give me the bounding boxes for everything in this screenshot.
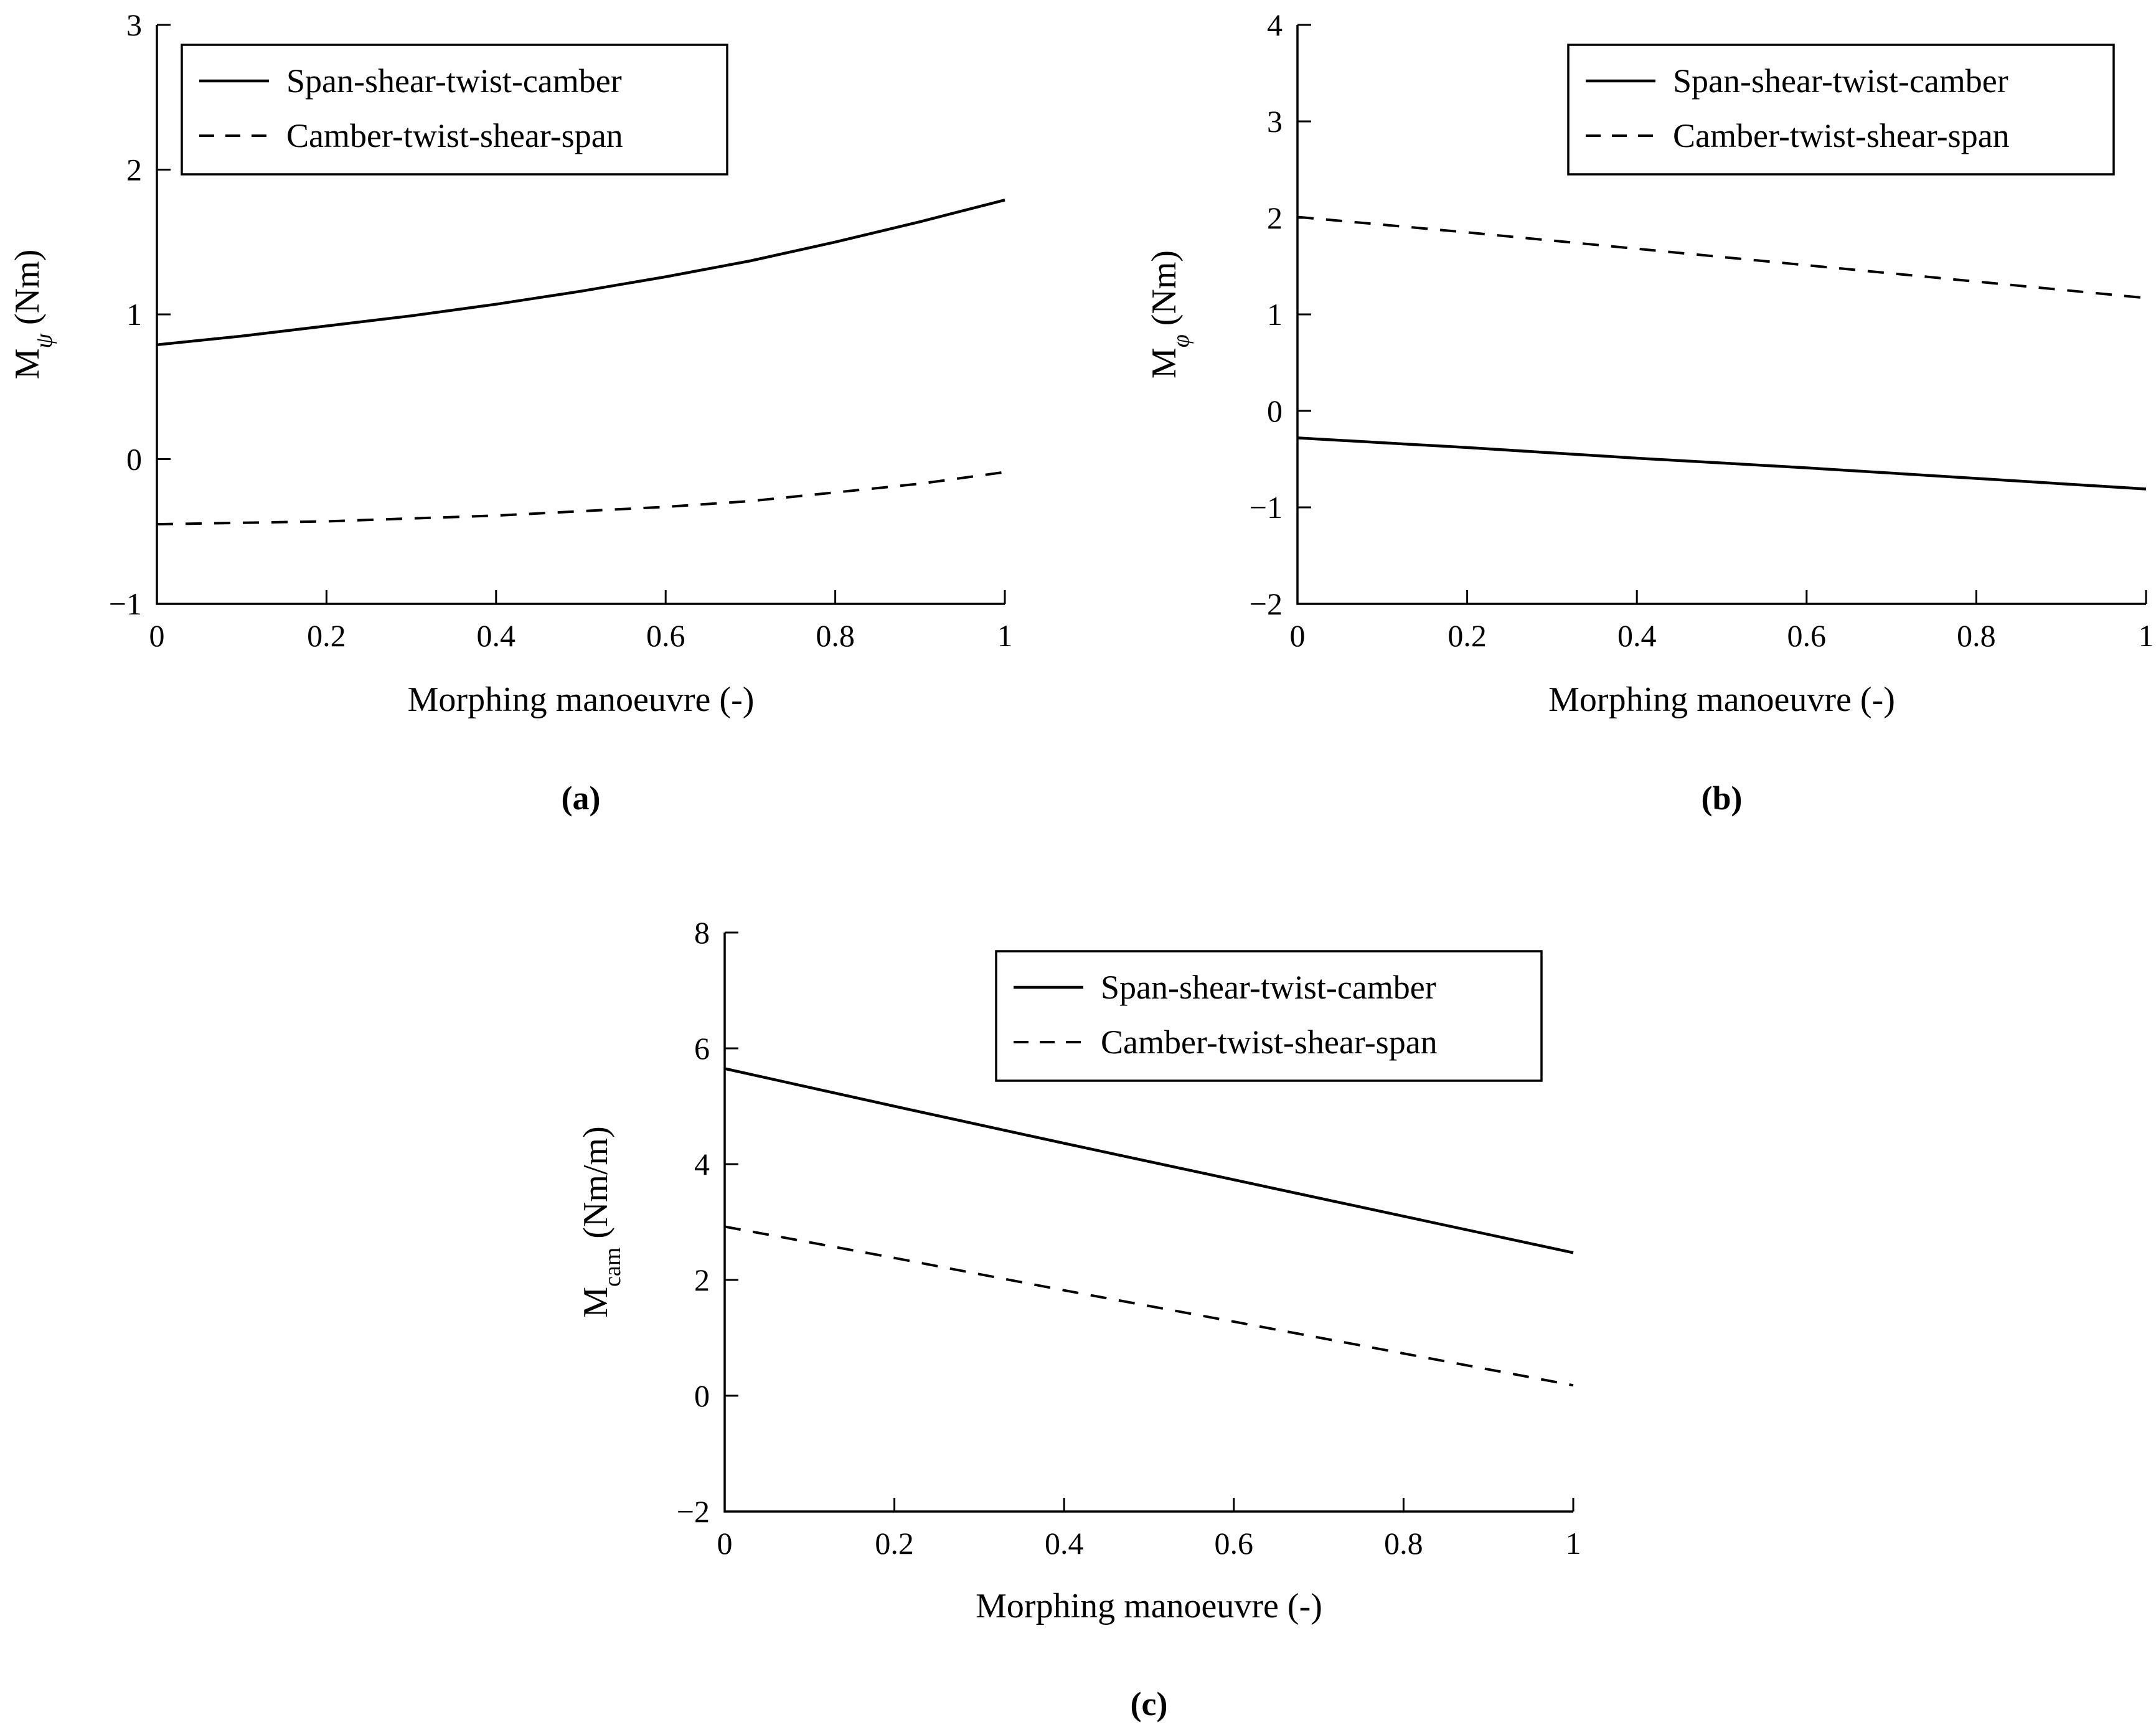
y-tick-label: 3 (126, 7, 142, 42)
panel-c: 0 0.2 0.4 0.6 0.8 1−202468Span-shear-twist-ca… (577, 915, 1581, 1723)
series-line-camber-twist-shear-span (1297, 215, 2147, 299)
y-tick-label: 0 (694, 1378, 710, 1413)
y-axis-title: Mφ (Nm) (1145, 250, 1194, 379)
y-tick-label: 1 (1267, 297, 1283, 332)
y-axis-title-unit: (Nm/m) (577, 1126, 615, 1247)
x-tick-label: 0.6 (1215, 1526, 1254, 1561)
legend-box (181, 44, 728, 176)
x-tick-label: 0.8 (816, 618, 855, 653)
y-tick-label: 2 (126, 153, 142, 187)
x-axis-title: Morphing manoeuvre (-) (1548, 680, 1895, 719)
panel-a: 0 0.2 0.4 0.6 0.8 1−10123Span-shear-twist-cam… (8, 7, 1013, 817)
x-tick-label: 0.2 (875, 1526, 914, 1561)
legend-label: Span-shear-twist-camber (286, 62, 622, 100)
y-tick-label: 0 (126, 442, 142, 477)
x-tick-label: 0 (149, 618, 165, 653)
series-line-span-shear-twist-camber (724, 1067, 1574, 1254)
y-tick-label: 2 (694, 1262, 710, 1297)
y-tick-label: 4 (1267, 7, 1283, 42)
y-tick-label: −2 (677, 1494, 710, 1529)
y-tick-label: 0 (1267, 393, 1283, 428)
x-tick-label: 0.8 (1384, 1526, 1423, 1561)
legend-label: Camber-twist-shear-span (1101, 1023, 1438, 1061)
y-tick-label: 2 (1267, 200, 1283, 235)
series-line-camber-twist-shear-span (156, 471, 1005, 526)
y-tick-label: 8 (694, 915, 710, 950)
panel-caption: (b) (1702, 779, 1743, 817)
legend-box (1567, 44, 2115, 176)
x-axis-title: Morphing manoeuvre (-) (408, 680, 755, 719)
x-tick-label: 0.6 (1787, 618, 1827, 653)
x-tick-label: 1 (2139, 618, 2154, 653)
panel-caption: (a) (562, 779, 601, 817)
y-axis-title: Mcam (Nm/m) (577, 1126, 626, 1318)
x-tick-label: 0 (1290, 618, 1306, 653)
legend: Span-shear-twist-camber Camber-twist-shea… (1567, 44, 2115, 176)
x-tick-label: 1 (1566, 1526, 1581, 1561)
x-tick-label: 0.8 (1957, 618, 1996, 653)
series-line-span-shear-twist-camber (1297, 436, 2147, 491)
legend-box (995, 950, 1543, 1082)
y-axis-title-main: M (8, 349, 47, 380)
legend-label: Span-shear-twist-camber (1101, 969, 1436, 1006)
y-axis-title-subscript: φ (1168, 334, 1194, 347)
y-tick-label: −1 (1250, 490, 1283, 525)
legend-label: Span-shear-twist-camber (1673, 62, 2008, 100)
x-tick-label: 0.2 (1448, 618, 1487, 653)
x-tick-label: 0.4 (1617, 618, 1657, 653)
x-tick-label: 0 (717, 1526, 733, 1561)
y-axis-title-subscript: ψ (31, 333, 57, 349)
series-line-span-shear-twist-camber (156, 199, 1005, 347)
x-tick-label: 0.4 (477, 618, 516, 653)
y-axis-title: Mψ (Nm) (8, 250, 57, 380)
legend-label: Camber-twist-shear-span (1673, 117, 2010, 154)
legend-label: Camber-twist-shear-span (286, 117, 623, 154)
x-tick-label: 0.2 (307, 618, 346, 653)
series-line-camber-twist-shear-span (724, 1225, 1574, 1387)
y-tick-label: 1 (126, 297, 142, 332)
y-axis-title-main: M (577, 1287, 615, 1318)
y-axis-title-subscript: cam (600, 1248, 626, 1287)
x-tick-label: 0.4 (1045, 1526, 1084, 1561)
y-tick-label: 4 (694, 1147, 710, 1182)
y-axis-title-unit: (Nm) (8, 250, 47, 334)
panel-caption: (c) (1131, 1685, 1168, 1723)
panel-b: 0 0.2 0.4 0.6 0.8 1 −2 −1 0 1 2 3 4 Span-shear-twist-… (1145, 7, 2154, 817)
x-axis-title: Morphing manoeuvre (-) (976, 1587, 1322, 1625)
legend: Span-shear-twist-camber Camber-twist-shea… (995, 950, 1543, 1082)
x-tick-label: 1 (997, 618, 1013, 653)
legend: Span-shear-twist-camber Camber-twist-shea… (181, 44, 728, 176)
y-tick-label: −1 (109, 586, 142, 621)
y-axis-title-main: M (1145, 347, 1184, 379)
x-tick-label: 0.6 (646, 618, 685, 653)
y-tick-label: 3 (1267, 104, 1283, 139)
y-axis-title-unit: (Nm) (1145, 250, 1184, 334)
y-tick-label: 6 (694, 1031, 710, 1066)
y-tick-label: −2 (1250, 586, 1283, 621)
